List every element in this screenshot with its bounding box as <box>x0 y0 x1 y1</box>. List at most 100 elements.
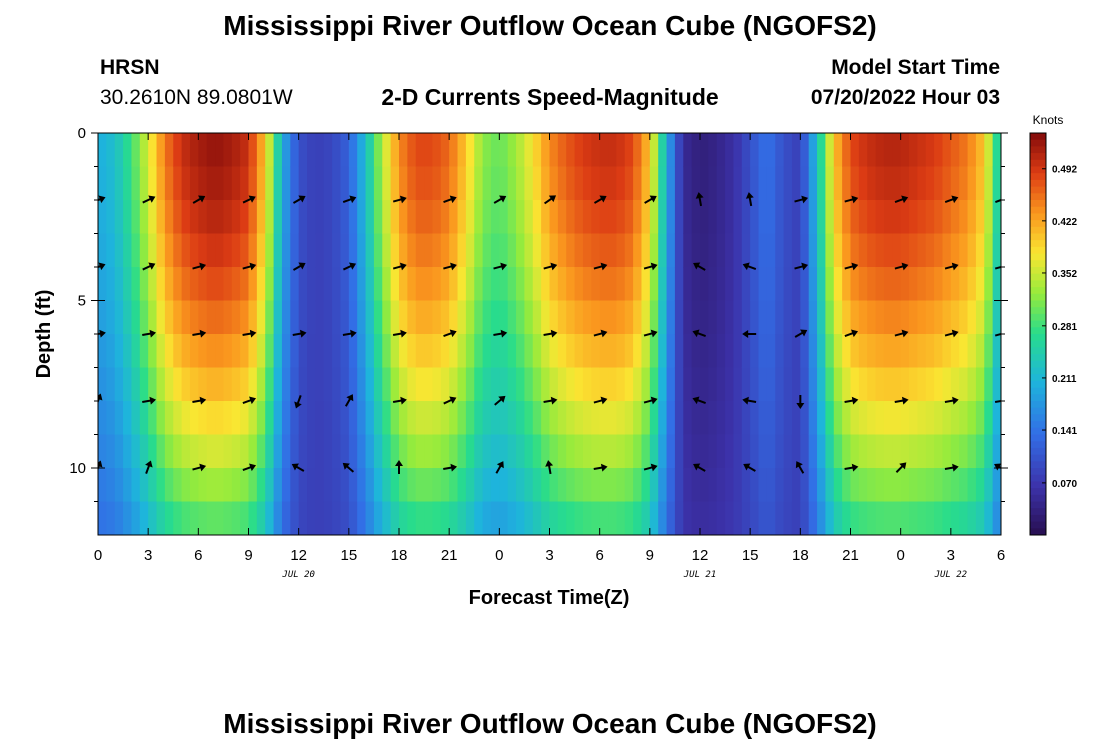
heatmap-cell <box>549 267 559 302</box>
heatmap-cell <box>307 334 316 369</box>
heatmap-cell <box>934 334 944 369</box>
heatmap-cell <box>599 133 609 168</box>
heatmap-cell <box>867 200 877 235</box>
heatmap-cell <box>123 300 133 335</box>
heatmap-cell <box>766 300 776 335</box>
heatmap-cell <box>323 434 333 469</box>
heatmap-cell <box>658 300 668 335</box>
heatmap-cell <box>624 468 634 503</box>
heatmap-cell <box>633 166 643 201</box>
heatmap-cell <box>206 267 216 302</box>
heatmap-cell <box>950 166 960 201</box>
heatmap-cell <box>758 334 768 369</box>
heatmap-cell <box>415 300 425 335</box>
heatmap-cell <box>842 133 852 168</box>
heatmap-cell <box>608 166 617 201</box>
direction-arrow <box>844 463 859 472</box>
heatmap-cell <box>440 367 450 402</box>
heatmap-cell <box>532 468 542 503</box>
direction-arrow <box>844 329 859 338</box>
heatmap-cell <box>482 501 492 535</box>
heatmap-cell <box>725 267 735 302</box>
heatmap-cell <box>373 133 383 168</box>
heatmap-cell <box>549 468 559 503</box>
heatmap-cell <box>800 401 810 436</box>
heatmap-cell <box>775 468 785 503</box>
heatmap-cell <box>298 233 308 268</box>
heatmap-cell <box>708 367 718 402</box>
heatmap-cell <box>365 166 375 201</box>
heatmap-cell <box>850 200 860 235</box>
heatmap-cell <box>658 434 668 469</box>
heatmap-cell <box>934 401 944 436</box>
direction-arrow <box>894 396 909 405</box>
heatmap-cell <box>741 267 751 302</box>
direction-arrow <box>192 262 207 271</box>
heatmap-cell <box>382 367 392 402</box>
heatmap-cell <box>842 166 852 201</box>
heatmap-cell <box>399 434 408 469</box>
heatmap-cell <box>457 367 467 402</box>
heatmap-cell <box>206 166 216 201</box>
heatmap-cell <box>750 267 760 302</box>
heatmap-cell <box>800 166 810 201</box>
heatmap-cell <box>106 300 116 335</box>
heatmap-cell <box>758 267 768 302</box>
heatmap-cell <box>967 233 977 268</box>
heatmap-cell <box>281 367 291 402</box>
heatmap-cell <box>616 401 626 436</box>
heatmap-cell <box>98 501 107 535</box>
heatmap-cell <box>708 300 718 335</box>
heatmap-cell <box>691 434 701 469</box>
heatmap-cell <box>808 434 818 469</box>
heatmap-cell <box>858 267 868 302</box>
x-tick-label: 9 <box>646 547 654 564</box>
heatmap-cell <box>892 267 902 302</box>
heatmap-cell <box>340 166 350 201</box>
heatmap-cell <box>674 434 684 469</box>
heatmap-cell <box>700 200 709 235</box>
heatmap-cell <box>791 166 801 201</box>
heatmap-cell <box>875 200 885 235</box>
heatmap-cell <box>189 233 199 268</box>
heatmap-cell <box>482 334 492 369</box>
heatmap-cell <box>708 401 718 436</box>
colorbar-segment <box>1030 233 1046 241</box>
heatmap-cell <box>825 367 835 402</box>
colorbar-segment <box>1030 508 1046 516</box>
heatmap-cell <box>666 200 676 235</box>
colorbar-segment <box>1030 521 1046 529</box>
direction-arrow <box>742 330 757 338</box>
heatmap-cell <box>198 300 208 335</box>
heatmap-cell <box>340 434 350 469</box>
heatmap-cell <box>666 401 676 436</box>
heatmap-cell <box>281 468 291 503</box>
heatmap-cell <box>490 367 500 402</box>
heatmap-cell <box>365 267 375 302</box>
heatmap-cell <box>490 233 500 268</box>
heatmap-cell <box>198 233 208 268</box>
heatmap-cell <box>332 334 342 369</box>
heatmap-cell <box>750 468 760 503</box>
heatmap-cell <box>215 200 225 235</box>
heatmap-cell <box>641 133 651 168</box>
heatmap-cell <box>624 401 634 436</box>
heatmap-cell <box>883 434 893 469</box>
heatmap-cell <box>474 300 484 335</box>
heatmap-cell <box>800 334 810 369</box>
heatmap-cell <box>708 434 718 469</box>
heatmap-cell <box>298 267 308 302</box>
heatmap-cell <box>290 133 300 168</box>
heatmap-cell <box>465 401 475 436</box>
heatmap-cell <box>98 233 107 268</box>
heatmap-cell <box>206 501 216 535</box>
heatmap-cell <box>206 401 216 436</box>
heatmap-cell <box>231 166 241 201</box>
heatmap-cell <box>549 166 559 201</box>
heatmap-cell <box>691 267 701 302</box>
heatmap-cell <box>817 166 827 201</box>
x-tick-label: 3 <box>947 547 955 564</box>
heatmap-cell <box>875 133 885 168</box>
heatmap-cell <box>633 334 643 369</box>
heatmap-cell <box>566 334 576 369</box>
